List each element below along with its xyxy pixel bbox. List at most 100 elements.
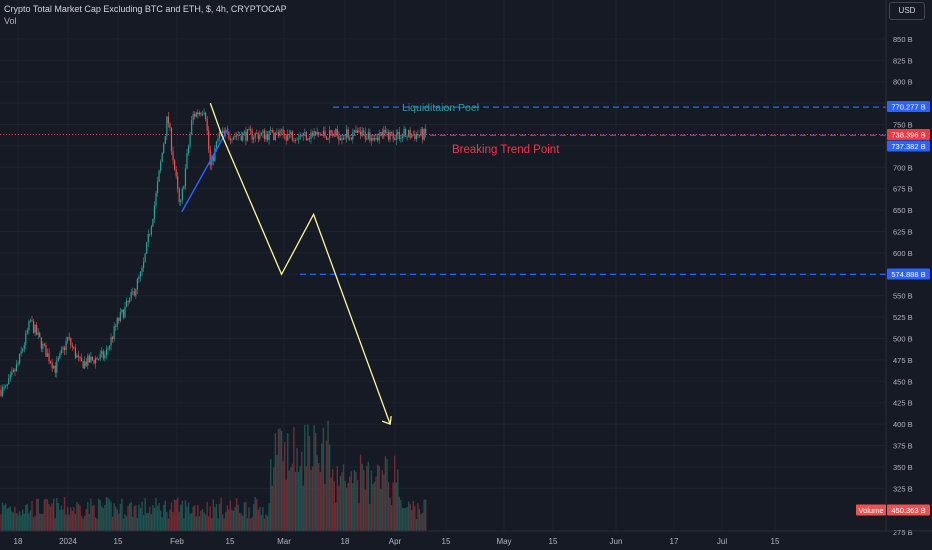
volume-bar bbox=[118, 513, 120, 531]
volume-bar bbox=[195, 516, 197, 531]
candle-body bbox=[146, 242, 148, 254]
candle-body bbox=[284, 133, 286, 136]
projection-arrowhead bbox=[381, 416, 392, 425]
volume-bar bbox=[363, 469, 365, 531]
candle-body bbox=[183, 186, 185, 189]
volume-bar bbox=[226, 505, 228, 531]
volume-bar bbox=[167, 518, 170, 531]
price-tick-label: 350 B bbox=[893, 463, 913, 472]
candle-body bbox=[82, 361, 84, 369]
candle-body bbox=[138, 276, 140, 279]
candle-body bbox=[71, 345, 73, 347]
candle-body bbox=[315, 131, 317, 135]
volume-bar bbox=[386, 459, 388, 531]
candle-body bbox=[398, 131, 400, 139]
volume-bar bbox=[181, 500, 184, 531]
candle-body bbox=[353, 130, 355, 132]
candle-body bbox=[88, 355, 90, 363]
candle-body bbox=[253, 137, 255, 140]
candle-body bbox=[346, 129, 348, 138]
volume-bar bbox=[15, 512, 18, 531]
candle-body bbox=[203, 112, 205, 114]
candle-body bbox=[245, 131, 247, 141]
candle-body bbox=[414, 134, 416, 140]
candle-body bbox=[307, 138, 309, 141]
candle-body bbox=[218, 131, 221, 139]
candle-body bbox=[228, 131, 230, 139]
volume-bar bbox=[411, 510, 413, 531]
volume-bar bbox=[350, 471, 352, 531]
currency-button[interactable]: USD bbox=[889, 2, 925, 20]
volume-bar bbox=[138, 504, 140, 531]
volume-indicator-label: Vol bbox=[4, 16, 17, 26]
candle-body bbox=[170, 127, 173, 152]
price-tick-label: 325 B bbox=[893, 484, 913, 493]
candle-body bbox=[121, 309, 123, 313]
candle-body bbox=[367, 132, 369, 140]
volume-bar bbox=[302, 485, 304, 531]
time-tick-label: 15 bbox=[771, 537, 780, 546]
candle-body bbox=[265, 134, 267, 140]
volume-bar bbox=[390, 505, 393, 531]
candle-body bbox=[347, 129, 349, 138]
candle-body bbox=[74, 347, 76, 358]
volume-bar bbox=[116, 509, 118, 531]
candle-body bbox=[403, 129, 405, 137]
time-tick-label: 15 bbox=[549, 537, 558, 546]
candle-body bbox=[355, 130, 357, 133]
volume-bar bbox=[51, 503, 53, 531]
time-tick-label: Jul bbox=[717, 537, 727, 546]
volume-bar bbox=[110, 501, 112, 531]
volume-bar bbox=[311, 466, 314, 531]
support-trendline bbox=[181, 128, 229, 213]
volume-bar bbox=[130, 501, 132, 531]
candle-body bbox=[113, 326, 115, 339]
candle-body bbox=[67, 337, 69, 342]
volume-bar bbox=[234, 507, 236, 531]
volume-bar bbox=[240, 513, 242, 531]
volume-bar bbox=[135, 505, 137, 531]
volume-bar bbox=[31, 500, 33, 531]
volume-bar bbox=[313, 424, 315, 531]
price-tick-label: 425 B bbox=[893, 399, 913, 408]
candle-body bbox=[39, 332, 41, 338]
candle-body bbox=[380, 132, 382, 134]
candle-body bbox=[166, 116, 168, 137]
candle-body bbox=[136, 278, 138, 290]
candle-body bbox=[40, 337, 42, 349]
volume-bar bbox=[153, 507, 156, 531]
candle-body bbox=[270, 130, 272, 131]
volume-name-bg bbox=[856, 504, 886, 516]
volume-bar bbox=[243, 502, 246, 531]
candle-body bbox=[288, 134, 290, 135]
candle-body bbox=[338, 135, 340, 141]
volume-bar bbox=[101, 506, 103, 531]
volume-bar bbox=[169, 509, 171, 531]
volume-bar bbox=[287, 433, 289, 531]
volume-bar bbox=[237, 504, 239, 531]
volume-bar bbox=[152, 505, 154, 531]
candle-body bbox=[79, 356, 81, 359]
candle-body bbox=[242, 132, 244, 141]
candle-body bbox=[290, 131, 292, 135]
horizontal-levels bbox=[0, 106, 886, 275]
volume-bar bbox=[25, 505, 27, 531]
time-tick-label: 17 bbox=[670, 537, 679, 546]
volume-bar bbox=[218, 503, 221, 531]
candle-body bbox=[96, 358, 98, 360]
volume-bar bbox=[290, 467, 292, 531]
candle-body bbox=[163, 143, 165, 153]
candle-body bbox=[285, 135, 287, 141]
candle-body bbox=[15, 364, 18, 372]
volume-bar bbox=[263, 518, 266, 531]
volume-bar bbox=[406, 507, 408, 531]
volume-bar bbox=[328, 444, 331, 531]
volume-bar bbox=[79, 505, 81, 531]
price-tick-label: 525 B bbox=[893, 313, 913, 322]
candle-body bbox=[63, 347, 66, 351]
candle-body bbox=[77, 355, 80, 357]
time-tick-label: 18 bbox=[14, 537, 23, 546]
candle-body bbox=[149, 233, 151, 235]
candle-body bbox=[102, 351, 104, 359]
